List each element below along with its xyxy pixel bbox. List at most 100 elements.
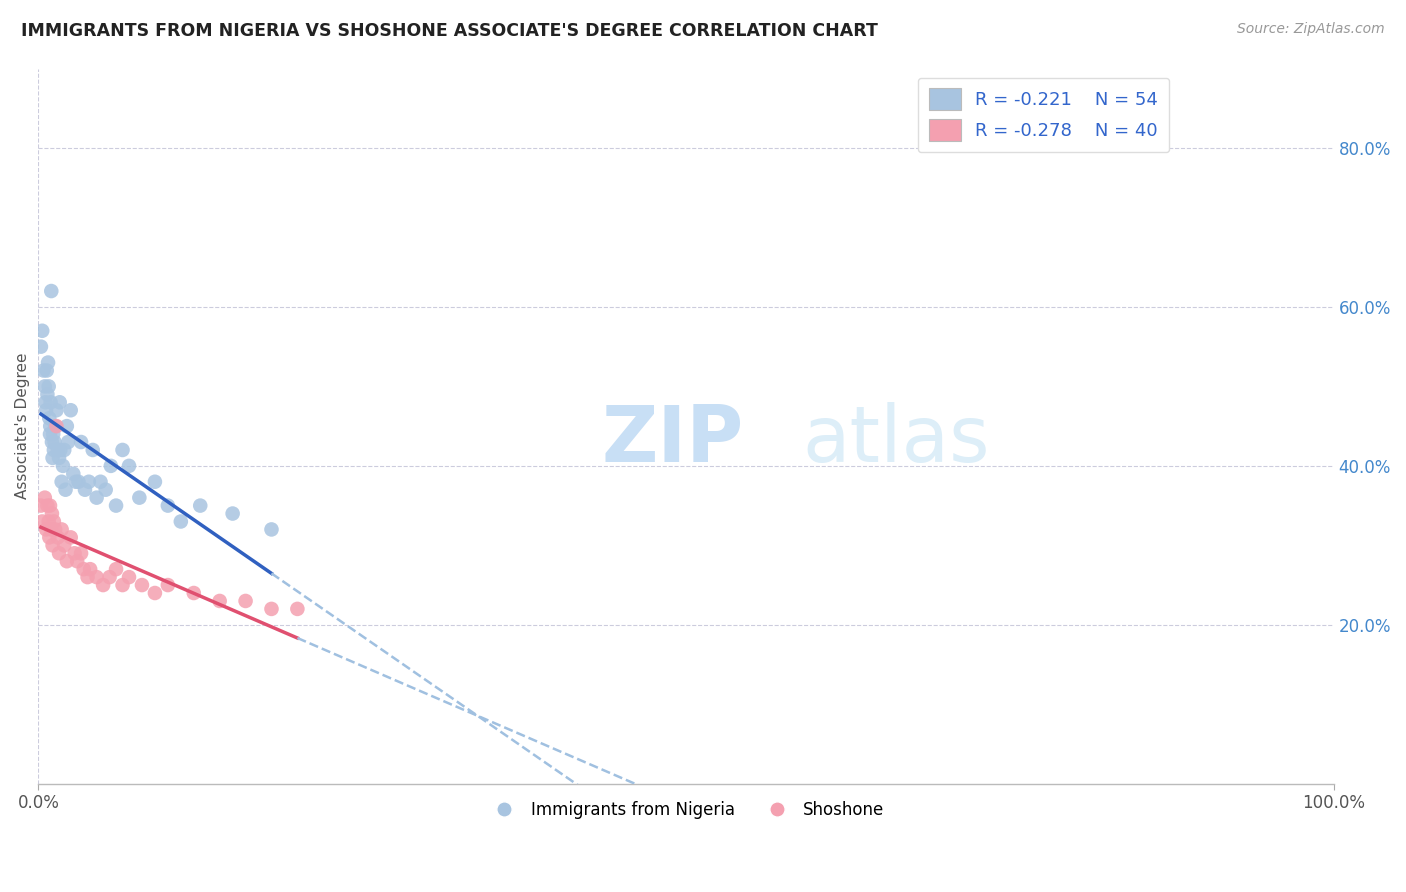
Point <box>34 491 56 505</box>
Point <box>42 515 65 529</box>
Point <box>41 435 63 450</box>
Point <box>156 578 179 592</box>
Point <box>188 499 211 513</box>
Point <box>208 594 231 608</box>
Point <box>39 523 62 537</box>
Point <box>63 546 86 560</box>
Point <box>56 554 79 568</box>
Point <box>45 403 67 417</box>
Point <box>44 419 66 434</box>
Point <box>46 442 69 457</box>
Point <box>156 499 179 513</box>
Point <box>98 570 121 584</box>
Text: IMMIGRANTS FROM NIGERIA VS SHOSHONE ASSOCIATE'S DEGREE CORRELATION CHART: IMMIGRANTS FROM NIGERIA VS SHOSHONE ASSO… <box>21 22 877 40</box>
Point <box>70 435 93 450</box>
Legend: Immigrants from Nigeria, Shoshone: Immigrants from Nigeria, Shoshone <box>481 794 891 825</box>
Point <box>44 523 66 537</box>
Point <box>39 284 62 298</box>
Point <box>235 594 257 608</box>
Point <box>41 450 63 465</box>
Point <box>41 538 63 552</box>
Point <box>73 562 96 576</box>
Point <box>42 427 65 442</box>
Point <box>143 475 166 489</box>
Point <box>38 411 60 425</box>
Point <box>65 475 87 489</box>
Point <box>118 570 141 584</box>
Point <box>91 578 114 592</box>
Point <box>260 523 283 537</box>
Point <box>77 475 100 489</box>
Point <box>55 483 77 497</box>
Point <box>70 546 93 560</box>
Point <box>48 395 70 409</box>
Point <box>94 483 117 497</box>
Point <box>35 523 58 537</box>
Point <box>128 491 150 505</box>
Point <box>118 458 141 473</box>
Point <box>56 419 79 434</box>
Point <box>100 458 122 473</box>
Point <box>39 395 62 409</box>
Point <box>82 442 104 457</box>
Point <box>287 602 309 616</box>
Point <box>37 355 59 369</box>
Point <box>89 475 111 489</box>
Point <box>66 554 89 568</box>
Point <box>53 442 76 457</box>
Point <box>59 530 82 544</box>
Point <box>34 395 56 409</box>
Point <box>56 435 79 450</box>
Point <box>111 578 134 592</box>
Point <box>48 546 70 560</box>
Point <box>35 363 58 377</box>
Point <box>39 419 62 434</box>
Point <box>105 499 128 513</box>
Point <box>62 467 84 481</box>
Point <box>39 427 62 442</box>
Point <box>31 324 53 338</box>
Point <box>38 515 60 529</box>
Point <box>221 507 243 521</box>
Point <box>53 538 76 552</box>
Point <box>76 570 98 584</box>
Point <box>67 475 90 489</box>
Point <box>46 530 69 544</box>
Point <box>260 602 283 616</box>
Point <box>49 442 72 457</box>
Point <box>37 499 59 513</box>
Point <box>51 475 73 489</box>
Point <box>45 419 67 434</box>
Text: Source: ZipAtlas.com: Source: ZipAtlas.com <box>1237 22 1385 37</box>
Text: ZIP: ZIP <box>602 402 744 478</box>
Text: atlas: atlas <box>803 402 990 478</box>
Point <box>59 403 82 417</box>
Point <box>131 578 153 592</box>
Point <box>44 435 66 450</box>
Point <box>51 523 73 537</box>
Point <box>79 562 101 576</box>
Point <box>41 507 63 521</box>
Point <box>105 562 128 576</box>
Point <box>30 499 52 513</box>
Point <box>32 363 55 377</box>
Point <box>37 387 59 401</box>
Point <box>38 530 60 544</box>
Point <box>170 515 193 529</box>
Point <box>143 586 166 600</box>
Point <box>35 403 58 417</box>
Y-axis label: Associate's Degree: Associate's Degree <box>15 353 30 500</box>
Point <box>42 442 65 457</box>
Point <box>30 340 52 354</box>
Point <box>39 499 62 513</box>
Point <box>52 458 75 473</box>
Point <box>31 515 53 529</box>
Point <box>111 442 134 457</box>
Point <box>86 570 108 584</box>
Point <box>38 379 60 393</box>
Point <box>86 491 108 505</box>
Point <box>34 379 56 393</box>
Point <box>48 450 70 465</box>
Point <box>73 483 96 497</box>
Point <box>183 586 205 600</box>
